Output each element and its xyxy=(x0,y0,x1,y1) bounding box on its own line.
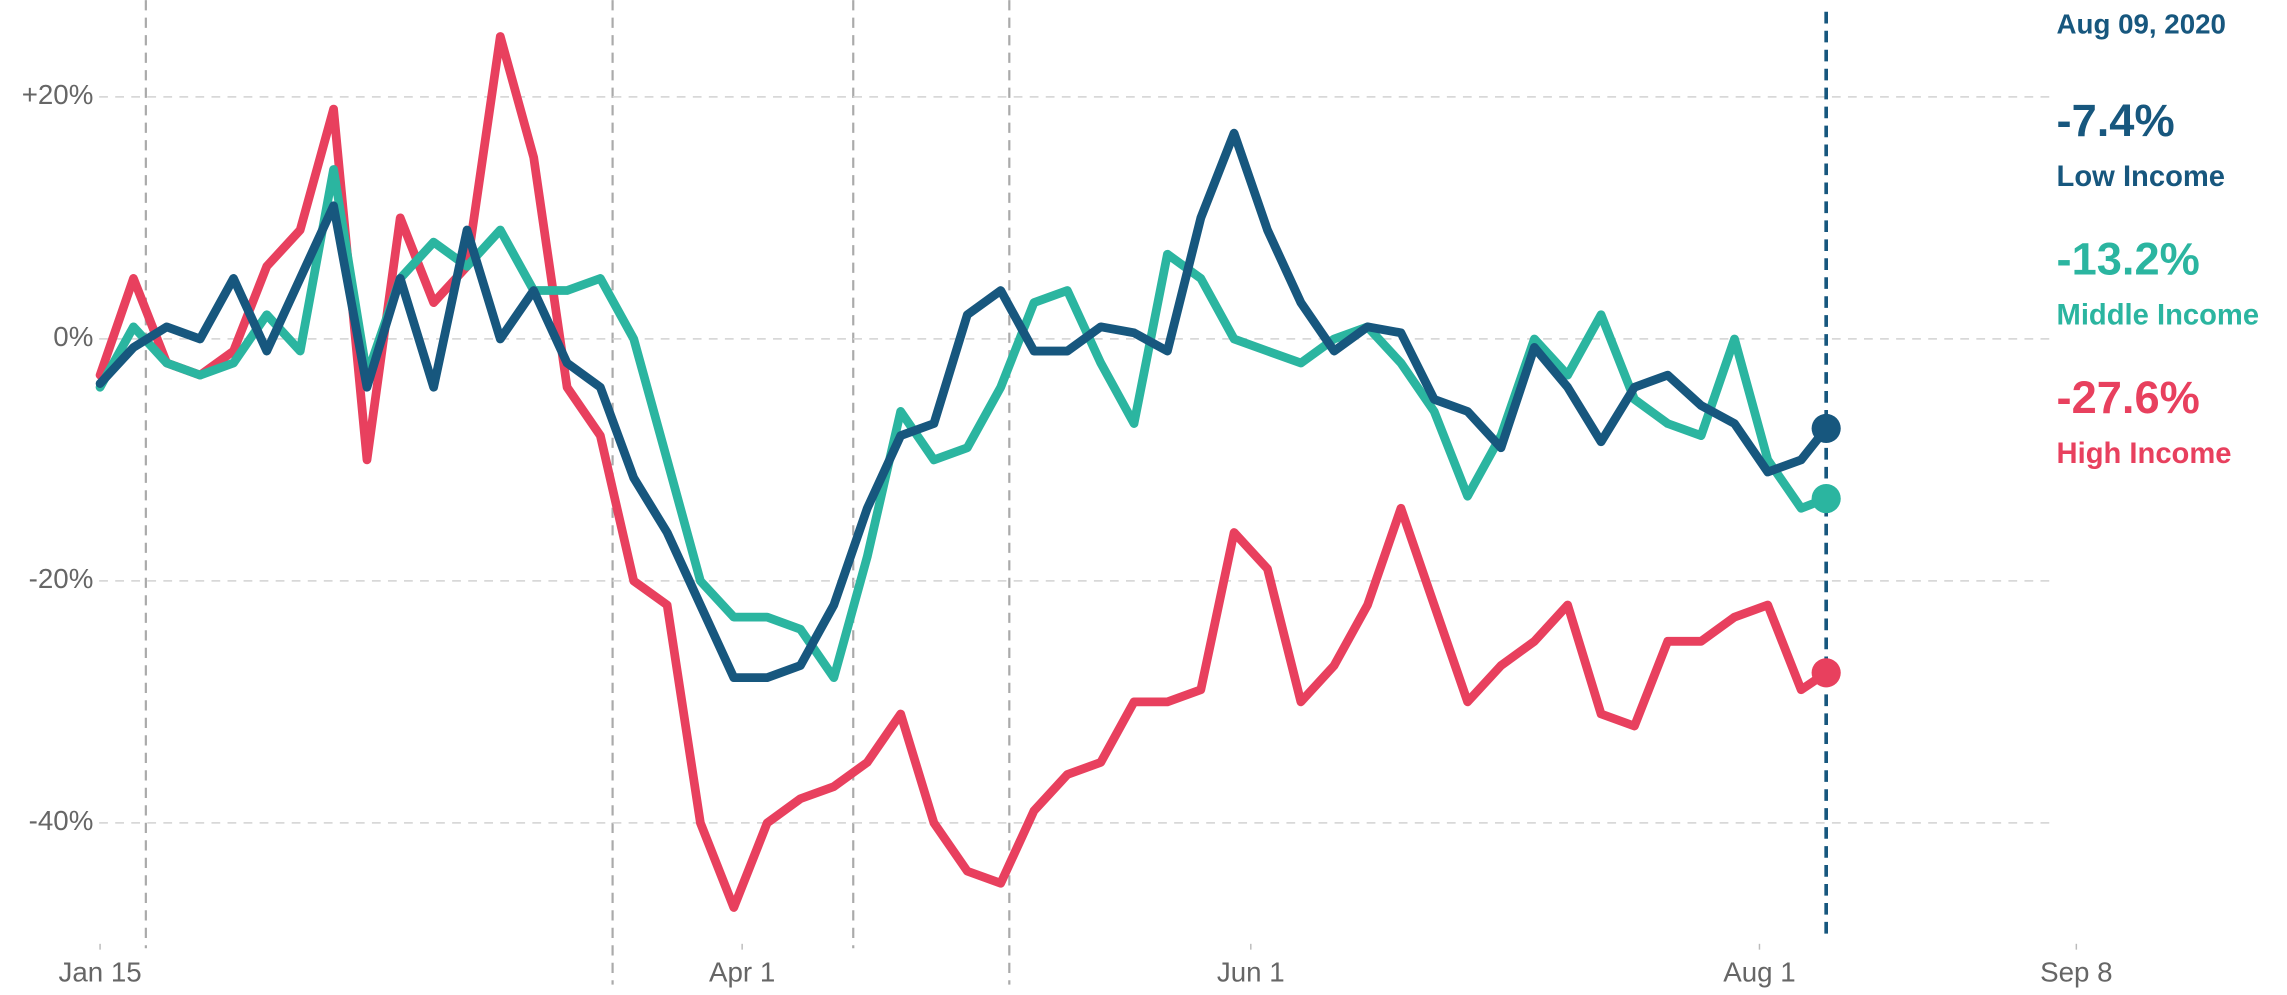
legend-name: High Income xyxy=(2057,438,2232,470)
y-tick-label: -20% xyxy=(29,563,94,594)
end-dot xyxy=(1811,413,1841,444)
legend-value: -13.2% xyxy=(2057,234,2200,285)
x-tick-label: Jun 1 xyxy=(1217,957,1285,988)
end-dot xyxy=(1811,484,1841,514)
y-tick-label: +20% xyxy=(22,79,94,110)
legend-name: Middle Income xyxy=(2057,299,2260,331)
legend-value: -7.4% xyxy=(2057,95,2175,146)
series-line xyxy=(95,32,1831,912)
legend-name: Low Income xyxy=(2057,161,2225,193)
x-tick-label: Sep 8 xyxy=(2040,957,2112,988)
x-tick-label: Apr 1 xyxy=(709,957,775,988)
y-tick-label: 0% xyxy=(53,321,93,352)
y-tick-label: -40% xyxy=(29,805,94,836)
x-tick-label: Aug 1 xyxy=(1723,957,1795,988)
date-label: Aug 09, 2020 xyxy=(2057,9,2226,40)
end-dot xyxy=(1811,658,1841,688)
legend-value: -27.6% xyxy=(2057,372,2200,423)
x-tick-label: Jan 15 xyxy=(58,957,141,988)
series-line xyxy=(95,128,1831,683)
